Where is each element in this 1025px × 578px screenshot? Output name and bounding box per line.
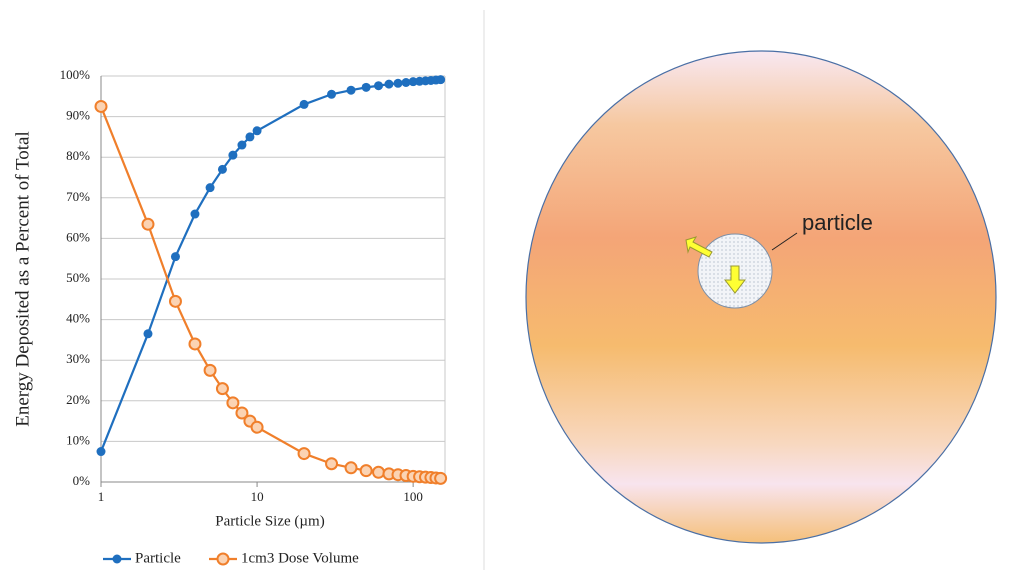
x-tick-label: 1 xyxy=(98,489,105,504)
marker xyxy=(203,363,217,377)
y-tick-label: 80% xyxy=(66,148,90,163)
particle-label: particle xyxy=(802,210,873,235)
y-tick-label: 50% xyxy=(66,270,90,285)
marker xyxy=(143,329,153,339)
marker xyxy=(215,382,229,396)
x-tick-label: 100 xyxy=(403,489,423,504)
marker xyxy=(344,461,358,475)
marker xyxy=(252,126,262,136)
marker xyxy=(237,140,247,150)
marker xyxy=(361,82,371,92)
marker xyxy=(359,464,373,478)
y-tick-label: 60% xyxy=(66,229,90,244)
marker xyxy=(170,252,180,262)
x-axis-title: Particle Size (µm) xyxy=(215,513,324,529)
marker xyxy=(393,78,403,88)
x-tick-label: 10 xyxy=(251,489,264,504)
series-line xyxy=(99,78,441,452)
marker xyxy=(188,337,202,351)
y-tick-label: 30% xyxy=(66,351,90,366)
y-axis-title: Energy Deposited as a Percent of Total xyxy=(12,131,33,427)
legend-label: 1cm3 Dose Volume xyxy=(241,550,359,566)
legend-marker xyxy=(216,552,230,566)
marker xyxy=(346,85,356,95)
y-tick-label: 0% xyxy=(73,473,91,488)
marker xyxy=(436,75,446,85)
marker xyxy=(217,164,227,174)
arrow xyxy=(685,236,713,258)
y-tick-label: 40% xyxy=(66,311,90,326)
marker xyxy=(325,457,339,471)
marker xyxy=(374,81,384,91)
marker xyxy=(226,396,240,410)
leader-line xyxy=(771,232,798,251)
marker xyxy=(235,406,249,420)
y-tick-label: 10% xyxy=(66,432,90,447)
marker xyxy=(299,99,309,109)
marker xyxy=(250,420,264,434)
marker xyxy=(205,183,215,193)
marker xyxy=(297,447,311,461)
legend-label: Particle xyxy=(135,550,181,566)
marker xyxy=(96,447,106,457)
marker xyxy=(384,79,394,89)
legend-marker xyxy=(112,554,122,564)
marker xyxy=(228,150,238,160)
y-tick-label: 90% xyxy=(66,108,90,123)
marker xyxy=(401,77,411,87)
marker xyxy=(245,132,255,142)
marker xyxy=(327,89,337,99)
arrow xyxy=(723,265,747,294)
y-tick-label: 20% xyxy=(66,392,90,407)
marker xyxy=(190,209,200,219)
marker xyxy=(141,217,155,231)
marker xyxy=(168,294,182,308)
y-tick-label: 100% xyxy=(60,67,91,82)
marker xyxy=(408,77,418,87)
marker xyxy=(434,471,448,485)
y-tick-label: 70% xyxy=(66,189,90,204)
marker xyxy=(94,99,108,113)
series-line xyxy=(99,106,441,480)
marker xyxy=(372,465,386,479)
